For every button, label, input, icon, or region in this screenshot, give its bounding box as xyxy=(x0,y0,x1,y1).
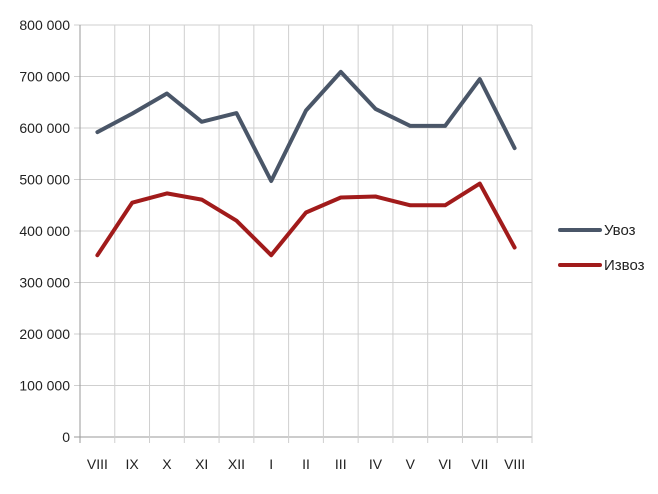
x-tick-label: IX xyxy=(126,456,140,472)
data-point xyxy=(234,219,238,223)
data-point xyxy=(234,111,238,115)
data-point xyxy=(339,70,343,74)
x-tick-label: IV xyxy=(369,456,383,472)
y-tick-label: 600 000 xyxy=(19,120,70,136)
x-tick-label: XI xyxy=(195,456,208,472)
data-point xyxy=(130,201,134,205)
data-point xyxy=(374,107,378,111)
y-tick-label: 200 000 xyxy=(19,326,70,342)
legend-label: Увоз xyxy=(604,222,636,239)
data-point xyxy=(513,146,517,150)
data-point xyxy=(339,196,343,200)
data-point xyxy=(443,124,447,128)
y-axis: 0 100 000 200 000 300 000 400 000 500 000 600 … xyxy=(19,17,70,445)
y-tick-label: 500 000 xyxy=(19,172,70,188)
x-tick-label: VII xyxy=(471,456,488,472)
y-tick-label: 100 000 xyxy=(19,378,70,394)
data-point xyxy=(478,77,482,81)
data-point xyxy=(95,130,99,134)
x-tick-label: I xyxy=(269,456,273,472)
x-axis: VIII IX X XI XII I II III IV V VI VII VIII xyxy=(87,456,525,472)
y-tick-label: 700 000 xyxy=(19,69,70,85)
data-point xyxy=(408,203,412,207)
x-tick-label: V xyxy=(406,456,416,472)
data-point xyxy=(374,194,378,198)
x-tick-label: III xyxy=(335,456,347,472)
series-line-1 xyxy=(95,69,517,183)
x-tick-label: II xyxy=(302,456,310,472)
x-tick-label: XII xyxy=(228,456,245,472)
series-lines xyxy=(95,69,517,258)
x-tick-label: VIII xyxy=(504,456,525,472)
data-point xyxy=(304,210,308,214)
x-tick-label: VI xyxy=(438,456,451,472)
data-point xyxy=(165,191,169,195)
data-point xyxy=(513,245,517,249)
y-tick-label: 800 000 xyxy=(19,17,70,33)
data-point xyxy=(95,253,99,257)
x-tick-label: X xyxy=(162,456,172,472)
data-point xyxy=(200,198,204,202)
data-point xyxy=(408,124,412,128)
data-point xyxy=(130,112,134,116)
data-point xyxy=(443,203,447,207)
legend: Увоз Извоз xyxy=(558,222,645,274)
legend-label: Извоз xyxy=(604,257,645,274)
data-point xyxy=(478,182,482,186)
grid-lines xyxy=(74,24,533,443)
data-point xyxy=(304,108,308,112)
y-tick-label: 300 000 xyxy=(19,275,70,291)
data-point xyxy=(165,91,169,95)
series-line-2 xyxy=(95,181,517,258)
y-tick-label: 0 xyxy=(62,429,70,445)
x-tick-label: VIII xyxy=(87,456,108,472)
y-tick-label: 400 000 xyxy=(19,223,70,239)
data-point xyxy=(200,120,204,124)
data-point xyxy=(269,253,273,257)
data-point xyxy=(269,179,273,183)
